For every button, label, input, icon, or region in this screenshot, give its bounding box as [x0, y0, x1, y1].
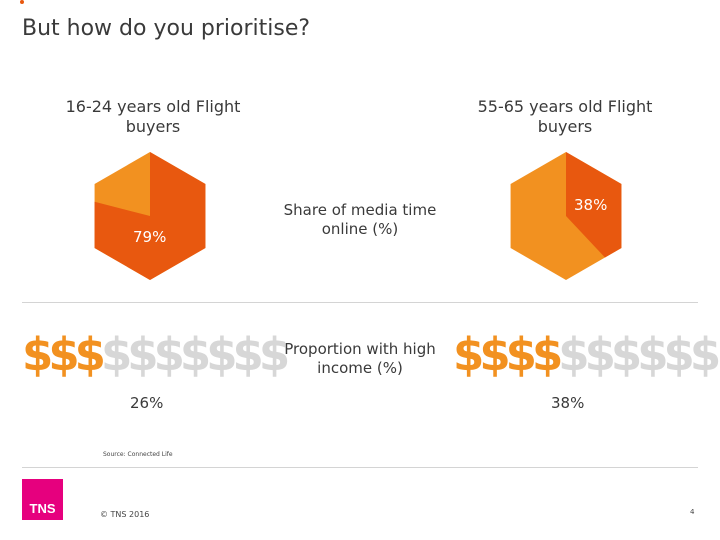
- dollar-symbol-older-empty: $: [584, 328, 616, 381]
- slide-title: But how do you prioritise?: [22, 16, 311, 41]
- dollar-symbol-older-empty: $: [663, 328, 695, 381]
- copyright: © TNS 2016: [100, 510, 150, 519]
- hex-slice-online-older: [566, 152, 622, 258]
- dollar-symbol-young-filled: $: [74, 328, 106, 381]
- page-number: 4: [690, 508, 695, 516]
- accent-dot: [20, 0, 24, 4]
- hex-chart-older: [510, 152, 622, 280]
- dollar-symbol-young-empty: $: [258, 328, 290, 381]
- source-note: Source: Connected Life: [103, 451, 173, 458]
- dollar-symbol-older-filled: $: [453, 328, 484, 381]
- group-label-young: 16-24 years old Flight buyers: [65, 97, 241, 136]
- older-media-value: 38%: [574, 196, 608, 214]
- dollar-pictogram-older: $$$$$$$$$$: [453, 328, 720, 381]
- divider-bottom: [22, 467, 698, 468]
- dollar-symbol-young-filled: $: [48, 328, 79, 381]
- young-income-value: 26%: [130, 394, 164, 412]
- dollar-symbol-older-empty: $: [610, 328, 642, 381]
- divider-top: [22, 302, 698, 303]
- older-income-value: 38%: [551, 394, 585, 412]
- media-metric-label: Share of media time online (%): [283, 201, 437, 238]
- dollar-symbol-older-filled: $: [531, 328, 563, 381]
- dollar-symbol-older-empty: $: [558, 328, 589, 381]
- dollar-symbol-older-filled: $: [479, 328, 510, 381]
- income-metric-label: Proportion with high income (%): [284, 340, 436, 377]
- group-label-older: 55-65 years old Flight buyers: [477, 97, 653, 136]
- dollar-symbol-older-empty: $: [689, 328, 720, 381]
- dollar-symbol-older-filled: $: [505, 328, 537, 381]
- dollar-symbol-young-empty: $: [232, 328, 264, 381]
- tns-logo: TNS: [22, 479, 63, 520]
- hex-slice-online-young: [94, 152, 206, 280]
- dollar-symbol-young-empty: $: [100, 328, 132, 381]
- young-media-value: 79%: [133, 228, 167, 246]
- dollar-symbol-young-empty: $: [153, 328, 185, 381]
- dollar-symbol-young-empty: $: [206, 328, 237, 381]
- dollar-symbol-young-empty: $: [127, 328, 158, 381]
- dollar-pictogram-young: $$$$$$$$$$: [22, 328, 290, 381]
- dollar-symbol-young-empty: $: [179, 328, 211, 381]
- dollar-symbol-young-filled: $: [22, 328, 53, 381]
- dollar-symbol-older-empty: $: [637, 328, 668, 381]
- hex-chart-young: [94, 152, 206, 280]
